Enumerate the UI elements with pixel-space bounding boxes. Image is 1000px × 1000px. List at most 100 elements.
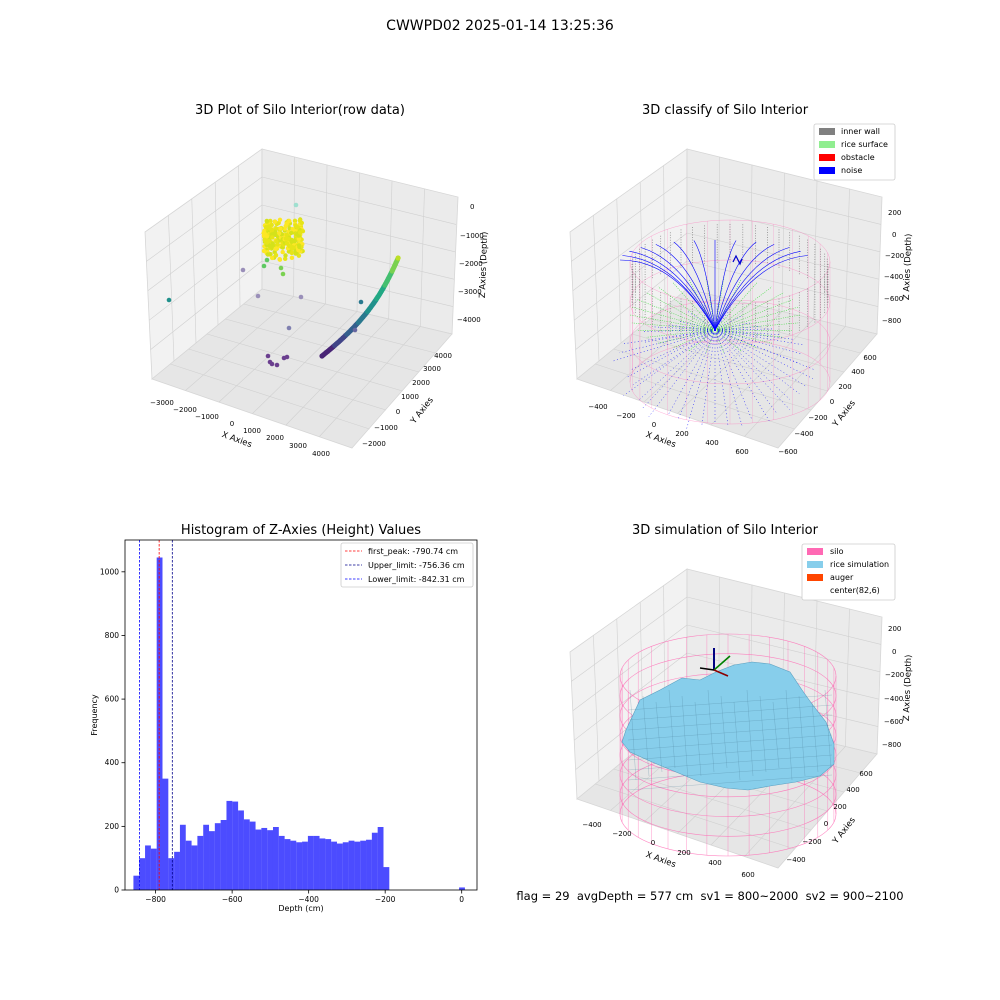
pane-gridline xyxy=(686,260,879,307)
histogram-bar xyxy=(459,887,465,890)
pane-gridline xyxy=(388,180,393,320)
histogram-vlines xyxy=(139,540,173,890)
raw-point xyxy=(264,257,270,263)
legend-swatch-rice-simulation xyxy=(807,561,823,568)
raw-point xyxy=(286,325,292,331)
p1-ztick: 0 xyxy=(470,203,474,211)
p2-zlabel: Z Axies (Depth) xyxy=(902,233,914,300)
noise-ray xyxy=(642,329,716,409)
raw-point xyxy=(283,256,288,261)
p1-xtick: 3000 xyxy=(289,442,307,450)
histogram-bar xyxy=(296,842,303,890)
histogram-bar xyxy=(220,820,227,890)
raw-point xyxy=(283,253,288,258)
p2-ytick: −400 xyxy=(794,430,813,438)
p2-ztick: 200 xyxy=(888,209,901,217)
y-tick-label: 1000 xyxy=(100,567,119,576)
rice-simulation-surface xyxy=(621,661,835,791)
panel1-plot: −3000 −2000 −1000 0 1000 2000 3000 4000 … xyxy=(144,148,490,458)
p2-xtick: −200 xyxy=(616,412,635,420)
panel4-title: 3D simulation of Silo Interior xyxy=(632,523,818,538)
raw-point xyxy=(261,263,267,269)
pane-gridline xyxy=(261,176,457,225)
p4-ylabel: Y Axies xyxy=(830,815,858,847)
rice-mesh-line xyxy=(627,694,833,711)
raw-point xyxy=(352,327,358,333)
pane-gridline xyxy=(191,198,197,344)
p4-xtick: 400 xyxy=(708,859,721,867)
y-tick-label: 800 xyxy=(105,631,120,640)
histogram-bar xyxy=(348,840,355,890)
pane-gridline xyxy=(663,165,666,308)
pane-gridline xyxy=(686,232,880,280)
histogram-x-ticks: −800 −600 −400 −200 0 xyxy=(145,890,464,904)
rice-mesh-line xyxy=(627,714,833,731)
noise-ray xyxy=(714,326,761,331)
histogram-bar xyxy=(197,835,204,890)
auger-axis xyxy=(713,655,731,671)
p4-xtick: −200 xyxy=(612,830,631,838)
rice-surface-ray xyxy=(714,286,773,331)
histogram-bar xyxy=(255,829,262,890)
noise-ray xyxy=(613,329,716,362)
legend-label-auger: auger xyxy=(830,573,854,582)
p1-ytick: 4000 xyxy=(434,352,452,360)
raw-point xyxy=(289,239,294,244)
noise-ray xyxy=(648,329,716,417)
raw-point xyxy=(270,235,275,240)
noise-ray xyxy=(632,329,716,386)
noise-ray xyxy=(677,329,716,420)
panel1-grid xyxy=(146,156,457,437)
pane-gridline xyxy=(261,260,454,307)
raw-point xyxy=(293,251,298,256)
pane-gridline xyxy=(574,232,688,321)
p1-ytick: −2000 xyxy=(362,440,386,448)
raw-point xyxy=(297,230,303,235)
rice-surface-ray xyxy=(714,329,742,352)
pane-gridline xyxy=(325,164,328,305)
noise-ray xyxy=(714,322,751,331)
raw-point xyxy=(280,271,286,277)
stats-text: flag = 29 avgDepth = 577 cm sv1 = 800~20… xyxy=(516,889,904,903)
histogram-bar xyxy=(209,831,215,890)
y-tick-label: 200 xyxy=(105,822,120,831)
histogram-bar xyxy=(319,838,326,890)
p4-ztick: −800 xyxy=(882,741,901,749)
noise-ray xyxy=(622,255,716,331)
x-tick-label: −600 xyxy=(222,895,243,904)
raw-point xyxy=(278,265,284,271)
x-tick-label: −200 xyxy=(375,895,396,904)
rice-surface-ray xyxy=(646,292,716,331)
raw-point xyxy=(289,230,294,236)
noise-ray xyxy=(714,329,800,394)
y-tick-label: 600 xyxy=(105,695,120,704)
panel1-points xyxy=(166,202,401,368)
noise-ray xyxy=(714,329,807,387)
noise-ray xyxy=(644,329,716,343)
legend-swatch-auger xyxy=(807,574,823,581)
p4-ytick: 0 xyxy=(824,820,828,828)
raw-point xyxy=(288,244,294,249)
panel1-panes xyxy=(144,148,459,449)
histogram-bar xyxy=(156,557,163,890)
rice-surface-ray xyxy=(646,329,716,338)
histogram-xlabel: Depth (cm) xyxy=(278,904,323,913)
histogram-bar xyxy=(360,840,367,890)
x-tick-label: −400 xyxy=(298,895,319,904)
p2-ytick: 200 xyxy=(838,383,851,391)
noise-ray xyxy=(623,329,716,396)
rice-surface-ray xyxy=(714,329,772,344)
p2-ztick: −800 xyxy=(882,317,901,325)
pane-gridline xyxy=(744,326,846,437)
raw-point xyxy=(296,253,302,258)
raw-point xyxy=(284,241,290,246)
noise-ray xyxy=(714,316,741,331)
rice-mesh-line xyxy=(655,701,663,773)
noise-ray xyxy=(619,329,716,354)
rice-surface-ray xyxy=(714,329,793,331)
pane-gridline xyxy=(420,188,425,327)
histogram-bar xyxy=(185,840,192,890)
histogram-bar xyxy=(272,827,279,890)
raw-point xyxy=(264,218,269,224)
panel2-plot: inner wall rice surface obstacle noise −… xyxy=(569,123,914,456)
